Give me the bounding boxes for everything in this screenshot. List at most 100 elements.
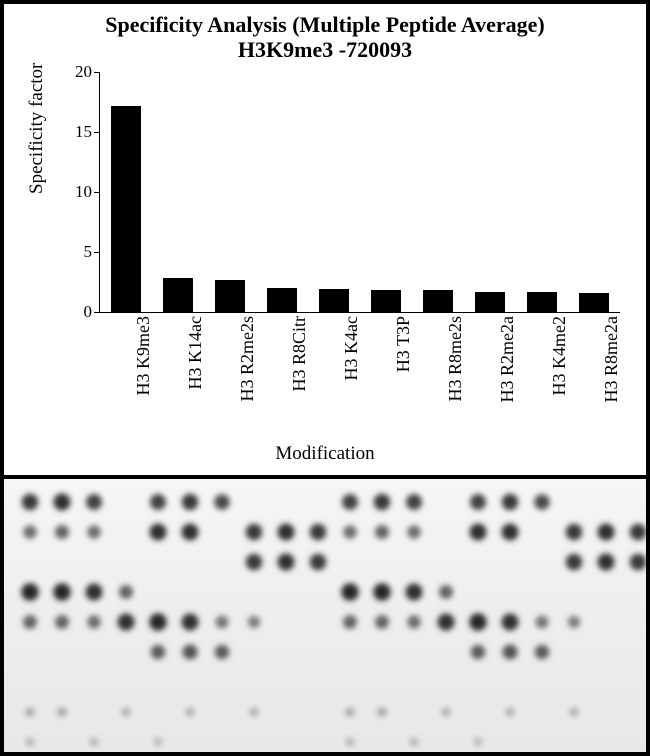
blot-spot	[630, 524, 646, 541]
bar	[527, 292, 557, 312]
x-category-label: H3 K14ac	[185, 316, 206, 436]
bar	[319, 289, 349, 312]
blot-spot	[182, 494, 199, 511]
bar	[111, 106, 141, 312]
blot-spot	[183, 645, 198, 660]
blot-spot	[377, 707, 387, 717]
x-category-label: H3 T3P	[393, 316, 414, 436]
blot-spot	[150, 494, 166, 510]
x-category-label: H3 R2me2a	[497, 316, 518, 436]
blot-spot	[598, 554, 615, 571]
blot-spot	[150, 524, 167, 541]
blot-spot	[375, 525, 389, 539]
blot-spot	[374, 494, 391, 511]
blot-spot	[342, 494, 358, 510]
blot-spot	[502, 524, 519, 541]
chart-title-line2: H3K9me3 -720093	[238, 37, 412, 62]
x-category-label: H3 K9me3	[133, 316, 154, 436]
blot-spot	[439, 585, 453, 599]
blot-spot	[55, 615, 69, 629]
blot-spot	[21, 583, 39, 601]
bar	[371, 290, 401, 312]
bar	[215, 280, 245, 312]
blot-spot	[536, 616, 549, 629]
bar	[475, 292, 505, 312]
blot-spot	[249, 707, 259, 717]
y-tick	[94, 132, 100, 133]
y-tick-label: 20	[64, 62, 92, 82]
blot-panel	[4, 479, 646, 752]
blot-spot	[87, 525, 101, 539]
y-tick	[94, 312, 100, 313]
blot-spot	[87, 615, 101, 629]
blot-spot	[470, 494, 486, 510]
blot-spot	[278, 524, 295, 541]
blot-spot	[248, 616, 261, 629]
blot-spot	[54, 494, 71, 511]
bar	[579, 293, 609, 312]
y-tick-label: 10	[64, 182, 92, 202]
blot-spot	[373, 583, 391, 601]
bar	[423, 290, 453, 312]
blot-spot	[470, 524, 487, 541]
blot-spot	[246, 524, 263, 541]
x-category-label: H3 R8Citr	[289, 316, 310, 436]
blot-spot	[505, 707, 515, 717]
blot-spot	[406, 494, 422, 510]
dot-blot-image	[4, 479, 646, 752]
blot-spot	[119, 585, 133, 599]
blot-spot	[469, 613, 487, 631]
y-tick	[94, 192, 100, 193]
y-tick-label: 5	[64, 242, 92, 262]
blot-spot	[474, 738, 483, 747]
blot-spot	[534, 494, 550, 510]
blot-spot	[154, 738, 163, 747]
blot-spot	[214, 494, 230, 510]
blot-spot	[569, 707, 579, 717]
blot-spot	[407, 615, 421, 629]
blot-spot	[278, 554, 295, 571]
blot-spot	[25, 737, 34, 746]
blot-spot	[345, 707, 355, 717]
blot-spot	[471, 645, 486, 660]
blot-spot	[341, 583, 359, 601]
blot-spot	[343, 525, 357, 539]
blot-spot	[310, 554, 327, 571]
blot-spot	[630, 554, 646, 571]
x-category-label: H3 K4me2	[549, 316, 570, 436]
y-axis-label: Specificity factor	[26, 63, 48, 194]
blot-spot	[86, 494, 102, 510]
blot-spot	[53, 583, 71, 601]
blot-spot	[345, 737, 354, 746]
blot-spot	[375, 615, 389, 629]
blot-spot	[441, 707, 451, 717]
blot-spot	[121, 707, 131, 717]
y-tick	[94, 72, 100, 73]
blot-spot	[568, 616, 581, 629]
blot-spot	[216, 616, 229, 629]
blot-spot	[502, 614, 519, 631]
x-category-label: H3 K4ac	[341, 316, 362, 436]
x-category-label: H3 R8me2s	[445, 316, 466, 436]
blot-spot	[535, 645, 550, 660]
chart-title-line1: Specificity Analysis (Multiple Peptide A…	[105, 12, 545, 37]
blot-spot	[25, 707, 35, 717]
x-category-label: H3 R2me2s	[237, 316, 258, 436]
blot-spot	[22, 494, 39, 511]
blot-spot	[182, 524, 199, 541]
blot-spot	[215, 645, 230, 660]
figure-frame: Specificity Analysis (Multiple Peptide A…	[0, 0, 650, 756]
blot-spot	[151, 645, 166, 660]
blot-spot	[55, 525, 69, 539]
blot-spot	[438, 614, 455, 631]
blot-spot	[118, 614, 135, 631]
x-category-label: H3 R8me2a	[601, 316, 622, 436]
blot-spot	[406, 584, 423, 601]
y-tick-label: 15	[64, 122, 92, 142]
bar-chart-panel: Specificity Analysis (Multiple Peptide A…	[4, 4, 646, 479]
bar	[163, 278, 193, 312]
x-axis-label: Modification	[4, 443, 646, 465]
blot-spot	[57, 707, 67, 717]
blot-spot	[407, 525, 421, 539]
blot-spot	[566, 524, 583, 541]
